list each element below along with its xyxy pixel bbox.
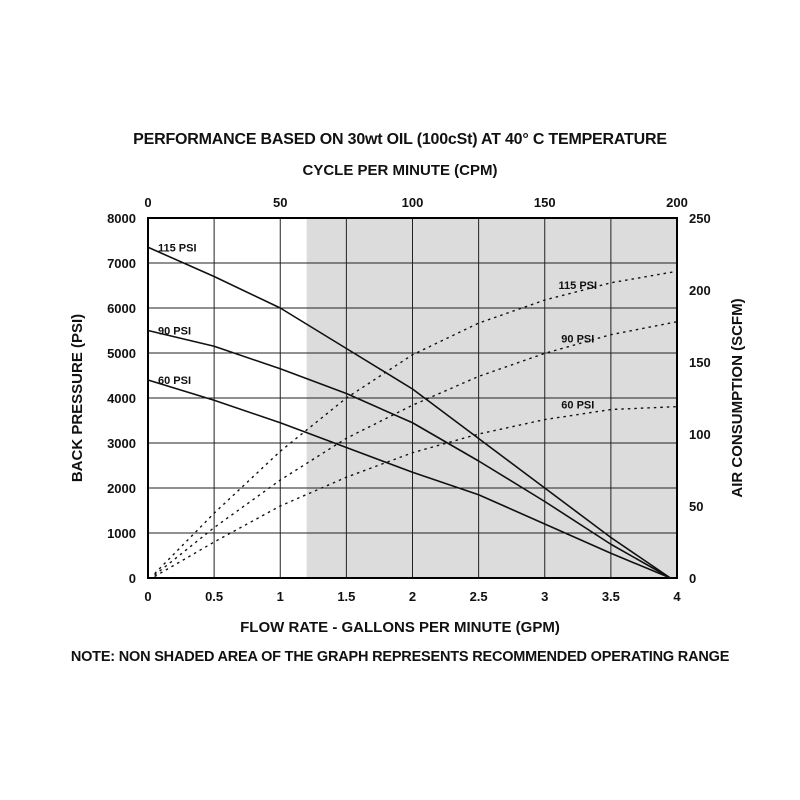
y-tick-label: 8000 [107, 211, 136, 226]
y2-tick-label: 150 [689, 355, 711, 370]
x-tick-label: 1 [277, 589, 284, 604]
x-axis-title: FLOW RATE - GALLONS PER MINUTE (GPM) [240, 619, 560, 636]
pressure-curve [147, 246, 671, 579]
air-consumption-curve [154, 270, 678, 575]
x-tick-label: 3 [541, 589, 548, 604]
x2-tick-label: 150 [534, 195, 556, 210]
chart-title: PERFORMANCE BASED ON 30wt OIL (100cSt) A… [133, 131, 667, 148]
pressure-curve-label: 60 PSI [158, 375, 191, 387]
x-tick-label: 1.5 [337, 589, 355, 604]
x-tick-label: 2.5 [470, 589, 488, 604]
plot-frame [147, 217, 678, 579]
y2-axis-title: AIR CONSUMPTION (SCFM) [729, 298, 746, 497]
y-tick-label: 2000 [107, 481, 136, 496]
pressure-curve-label: 115 PSI [158, 242, 197, 254]
y2-tick-label: 50 [689, 499, 703, 514]
x-tick-label: 2 [409, 589, 416, 604]
y2-tick-label: 100 [689, 427, 711, 442]
x2-tick-label: 200 [666, 195, 688, 210]
y-tick-label: 7000 [107, 256, 136, 271]
air-curve-label: 90 PSI [561, 333, 594, 345]
pressure-curve [147, 379, 671, 579]
air-curve-label: 60 PSI [561, 400, 594, 412]
y-tick-label: 1000 [107, 526, 136, 541]
top-axis-title: CYCLE PER MINUTE (CPM) [302, 162, 498, 179]
x-tick-label: 0.5 [205, 589, 223, 604]
y2-tick-label: 250 [689, 211, 711, 226]
x-tick-label: 3.5 [602, 589, 620, 604]
x2-tick-label: 100 [402, 195, 424, 210]
y-tick-label: 0 [129, 571, 136, 586]
pressure-curve [147, 329, 671, 579]
y-axis-title: BACK PRESSURE (PSI) [69, 314, 86, 482]
x2-tick-label: 50 [273, 195, 287, 210]
pressure-curve-label: 90 PSI [158, 326, 191, 338]
y-tick-label: 5000 [107, 346, 136, 361]
air-consumption-curve [154, 405, 678, 578]
footnote: NOTE: NON SHADED AREA OF THE GRAPH REPRE… [70, 649, 730, 665]
y2-tick-label: 0 [689, 571, 696, 586]
x-tick-label: 0 [144, 589, 151, 604]
y2-tick-label: 200 [689, 283, 711, 298]
x2-tick-label: 0 [144, 195, 151, 210]
y-tick-label: 3000 [107, 436, 136, 451]
y-tick-label: 6000 [107, 301, 136, 316]
x-tick-label: 4 [673, 589, 681, 604]
air-curve-label: 115 PSI [559, 280, 598, 292]
y-tick-label: 4000 [107, 391, 136, 406]
